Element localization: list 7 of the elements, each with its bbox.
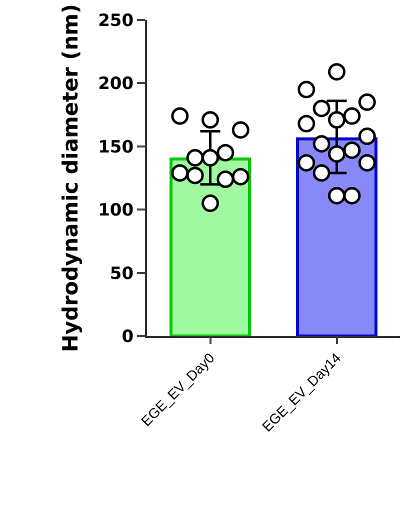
- y-tick-label: 150: [98, 137, 134, 158]
- y-tick-label: 0: [122, 326, 134, 347]
- y-tick-label: 50: [110, 264, 134, 284]
- y-tick-label: 250: [98, 10, 134, 31]
- y-tick-label: 200: [98, 74, 134, 94]
- y-tick-label: 100: [98, 200, 134, 221]
- y-axis-title: Hydrodynamic diameter (nm): [58, 4, 83, 352]
